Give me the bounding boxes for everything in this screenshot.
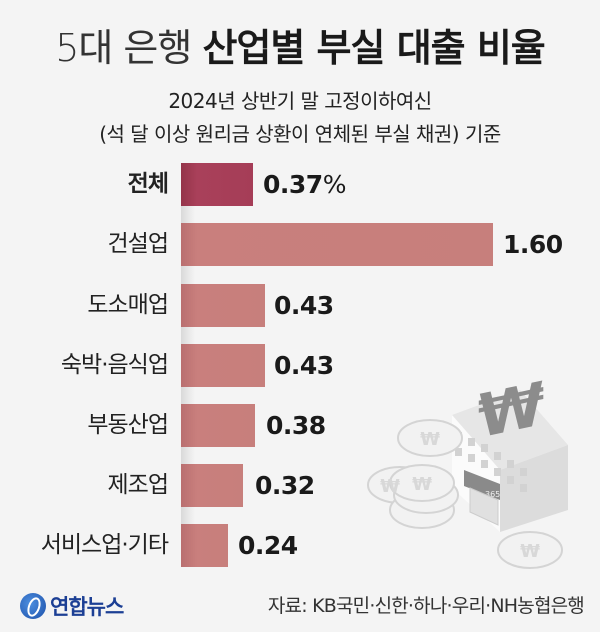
bar <box>181 223 493 266</box>
bar-label: 제조업 <box>107 472 169 498</box>
bar <box>181 284 265 327</box>
bar-label: 숙박·음식업 <box>60 352 169 378</box>
bar-value: 0.32 <box>255 471 315 500</box>
bar-value: 0.43 <box>274 351 334 380</box>
bar-row-total: 전체 0.37% <box>0 163 600 206</box>
bar-value: 0.38 <box>266 411 326 440</box>
svg-text:₩: ₩ <box>412 474 432 495</box>
title-bold: 산업별 부실 대출 비율 <box>202 26 545 70</box>
bar-value: 0.37% <box>263 170 346 199</box>
yonhap-logo-icon <box>20 593 46 619</box>
bar <box>181 464 243 507</box>
bar-value: 0.24 <box>238 531 298 560</box>
bar-row: 부동산업 0.38 <box>0 404 600 447</box>
bar-row: 서비스업·기타 0.24 <box>0 524 600 567</box>
bar-row: 제조업 0.32 <box>0 464 600 507</box>
bar-value: 1.60 <box>503 230 563 259</box>
bar-value: 0.43 <box>274 291 334 320</box>
svg-text:₩: ₩ <box>478 369 544 452</box>
title-light: 5대 은행 <box>55 26 192 70</box>
bank-building-with-won-coins-icon: 365 ₩ ₩ ₩ ₩ ₩ <box>360 360 600 580</box>
bar-row: 건설업 1.60 <box>0 223 600 266</box>
bar <box>181 524 228 567</box>
bar-row: 도소매업 0.43 <box>0 284 600 327</box>
bar <box>181 163 253 206</box>
bar-label: 건설업 <box>107 231 169 257</box>
bar-label: 전체 <box>127 171 169 197</box>
bar-label: 서비스업·기타 <box>40 532 169 558</box>
svg-text:₩: ₩ <box>380 476 400 497</box>
source-note: 자료: KB국민·신한·하나·우리·NH농협은행 <box>267 595 585 617</box>
bar-label: 부동산업 <box>87 412 169 438</box>
bar-row: 숙박·음식업 0.43 <box>0 344 600 387</box>
subtitle-line-1: 2024년 상반기 말 고정이하여신 <box>168 89 432 113</box>
svg-text:₩: ₩ <box>420 429 440 450</box>
bar <box>181 344 265 387</box>
logo-text: 연합뉴스 <box>50 595 124 619</box>
bar <box>181 404 255 447</box>
subtitle-line-2: (석 달 이상 원리금 상환이 연체된 부실 채권) 기준 <box>99 122 501 146</box>
chart-title: 5대 은행 산업별 부실 대출 비율 <box>0 24 600 72</box>
bar-label: 도소매업 <box>87 292 169 318</box>
svg-text:₩: ₩ <box>520 541 540 562</box>
svg-text:365: 365 <box>485 490 500 499</box>
yonhap-news-logo: 연합뉴스 <box>20 592 124 620</box>
